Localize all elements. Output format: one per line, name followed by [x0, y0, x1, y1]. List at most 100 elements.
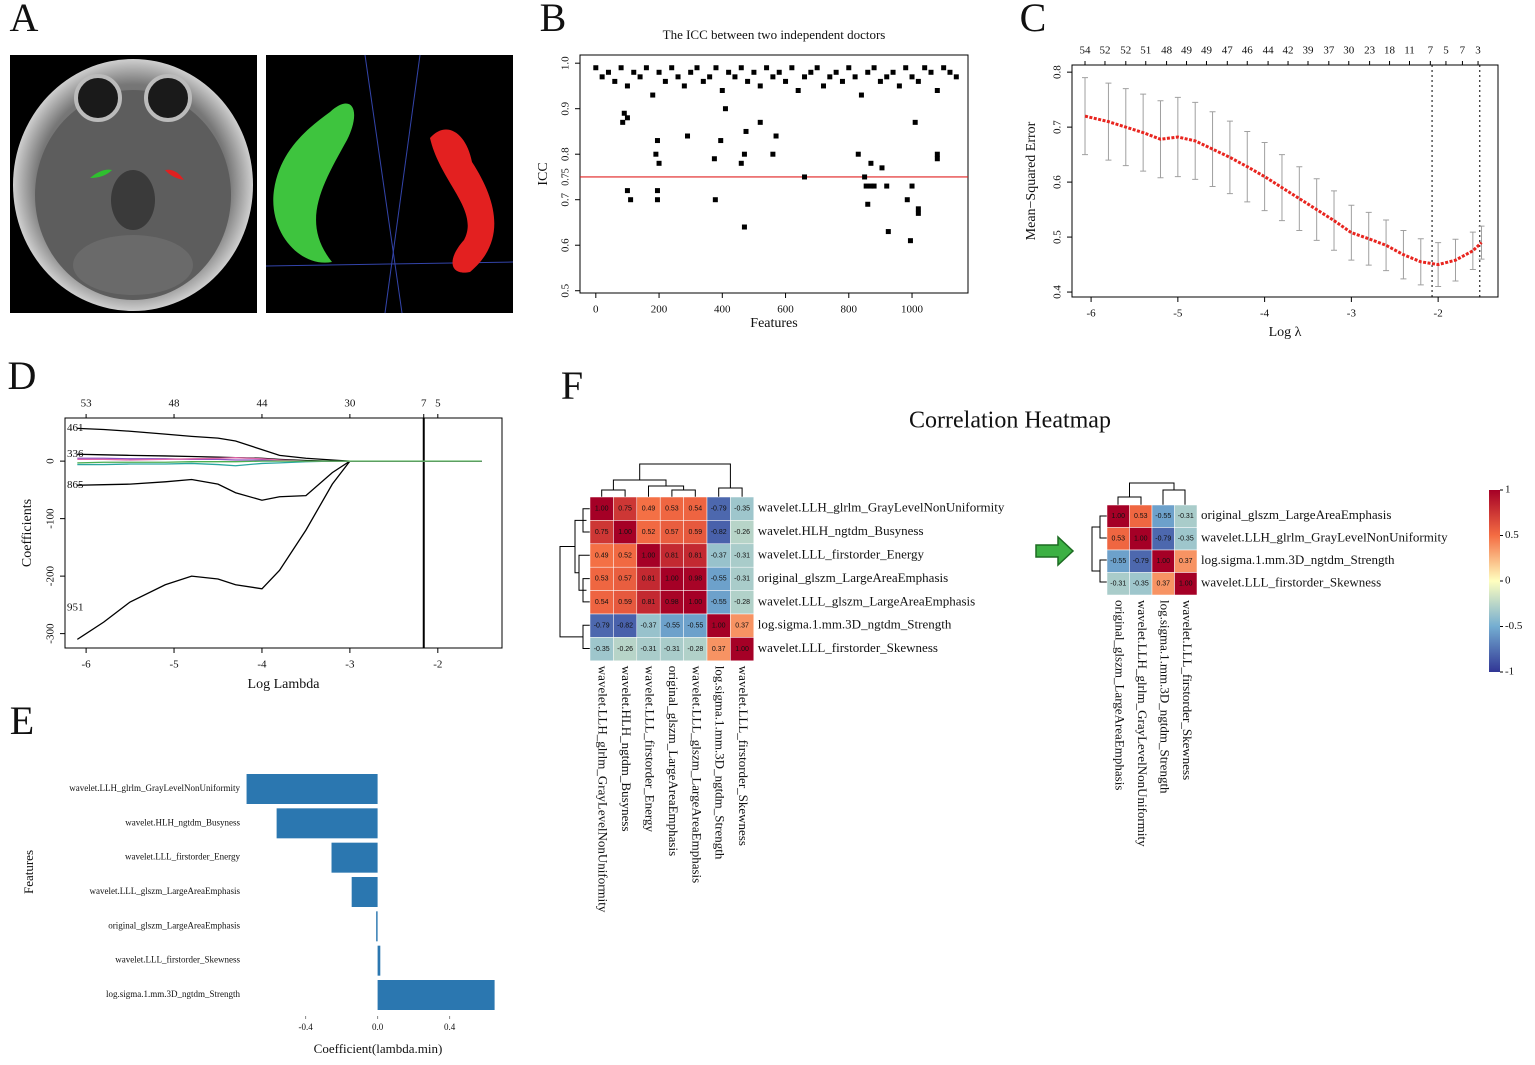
- y-tick-label: 0.5: [560, 283, 572, 297]
- row-label: log.sigma.1.mm.3D_ngtdm_Strength: [758, 617, 952, 632]
- point: [814, 65, 820, 71]
- top-tick-label: 23: [1364, 45, 1376, 57]
- point: [827, 74, 833, 80]
- panel-label: E: [10, 698, 34, 743]
- path-label: 461: [67, 422, 84, 434]
- cell-label: 0.53: [1134, 513, 1148, 520]
- cell-label: 0.81: [665, 552, 679, 559]
- colorbar-tick-label: -0.5: [1505, 620, 1523, 632]
- y-axis-label: Mean−Squared Error: [1024, 121, 1039, 240]
- top-tick-label: 30: [344, 398, 356, 410]
- path-label: 336: [67, 448, 84, 460]
- category-label: wavelet.LLL_firstorder_Skewness: [115, 955, 240, 965]
- point: [628, 197, 634, 203]
- y-tick-label: 0.8: [1052, 65, 1064, 79]
- point: [764, 65, 770, 71]
- cell-label: -0.26: [617, 646, 633, 653]
- panel-label: D: [8, 353, 37, 398]
- cell-label: 0.52: [618, 552, 632, 559]
- coefficient-path: [76, 460, 482, 640]
- column-label: wavelet.HLH_ngtdm_Busyness: [619, 666, 634, 832]
- top-tick-label: 11: [1404, 45, 1415, 57]
- cell-label: 1.00: [1179, 581, 1193, 588]
- top-tick-label: 54: [1080, 45, 1092, 57]
- point: [688, 69, 694, 75]
- point: [865, 69, 871, 75]
- point: [726, 69, 732, 75]
- point: [907, 238, 913, 244]
- point: [868, 183, 874, 189]
- cell-label: -0.55: [711, 599, 727, 606]
- point: [890, 69, 896, 75]
- row-label: original_glszm_LargeAreaEmphasis: [1201, 507, 1391, 522]
- point: [789, 65, 795, 71]
- point: [757, 83, 763, 89]
- cell-label: 0.81: [642, 576, 656, 583]
- point: [839, 78, 845, 84]
- point: [912, 119, 918, 125]
- point: [599, 74, 605, 80]
- top-tick-label: 30: [1343, 45, 1355, 57]
- y-tick-label: 0.6: [1052, 175, 1064, 189]
- point: [808, 69, 814, 75]
- top-tick-label: 48: [1161, 45, 1173, 57]
- x-tick-label: 0: [593, 304, 599, 316]
- panel-label: B: [540, 0, 567, 40]
- bar: [377, 945, 381, 976]
- y-tick-label: 0.5: [1052, 230, 1064, 244]
- point: [915, 78, 921, 84]
- cell-label: 0.75: [618, 506, 632, 513]
- column-label: wavelet.LLH_glrlm_GrayLevelNonUniformity: [1135, 600, 1150, 847]
- point: [669, 65, 675, 71]
- cell-label: 0.98: [665, 599, 679, 606]
- cv-curve: [1084, 114, 1483, 267]
- x-tick-label: -2: [1434, 308, 1443, 320]
- cell-label: 0.98: [688, 576, 702, 583]
- column-label: wavelet.LLL_firstorder_Energy: [643, 666, 658, 833]
- category-label: wavelet.LLH_glrlm_GrayLevelNonUniformity: [69, 783, 240, 793]
- column-label: wavelet.LLH_glrlm_GrayLevelNonUniformity: [596, 666, 611, 913]
- point: [871, 183, 877, 189]
- heatmap-cell: [1174, 572, 1198, 596]
- bar: [351, 877, 378, 907]
- cell-label: 1.00: [735, 646, 749, 653]
- cell-label: -0.35: [1178, 536, 1194, 543]
- top-tick-label: 48: [169, 398, 181, 410]
- point: [654, 197, 660, 203]
- point: [928, 69, 934, 75]
- cell-label: -0.26: [734, 529, 750, 536]
- top-tick-label: 7: [1428, 45, 1434, 57]
- top-tick-label: 49: [1181, 45, 1193, 57]
- point: [685, 133, 691, 139]
- point: [637, 74, 643, 80]
- colorbar-tick-label: 0: [1505, 575, 1511, 587]
- cell-label: -0.55: [1155, 513, 1171, 520]
- category-label: log.sigma.1.mm.3D_ngtdm_Strength: [106, 989, 240, 999]
- x-axis-label: Log λ: [1269, 325, 1302, 340]
- panel-label: C: [1020, 0, 1047, 40]
- x-tick-label: -2: [433, 659, 442, 671]
- plot-frame: [579, 54, 969, 294]
- reference-label: 0.75: [560, 168, 571, 186]
- point: [915, 206, 921, 212]
- top-tick-label: 5: [1443, 45, 1449, 57]
- point: [770, 74, 776, 80]
- point: [953, 74, 959, 80]
- cell-label: -0.82: [711, 529, 727, 536]
- bar: [276, 808, 378, 839]
- cell-label: -0.79: [1155, 536, 1171, 543]
- point: [621, 110, 627, 116]
- top-tick-label: 44: [1263, 45, 1275, 57]
- point: [650, 92, 656, 98]
- point: [738, 65, 744, 71]
- error-bar: [1261, 142, 1268, 212]
- top-tick-label: 5: [435, 398, 441, 410]
- y-axis-label: Features: [21, 850, 36, 894]
- top-tick-label: 42: [1283, 45, 1294, 57]
- cell-label: -0.31: [734, 576, 750, 583]
- mri-image: [10, 55, 257, 313]
- top-tick-label: 18: [1384, 45, 1396, 57]
- bar: [377, 980, 495, 1010]
- cell-label: -0.79: [1133, 558, 1149, 565]
